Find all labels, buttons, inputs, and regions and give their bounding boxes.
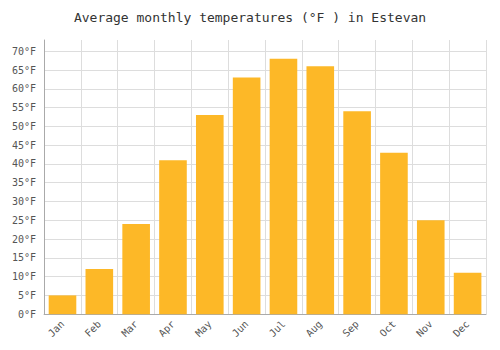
svg-text:0°F: 0°F: [18, 309, 36, 320]
svg-text:45°F: 45°F: [12, 140, 36, 151]
svg-text:35°F: 35°F: [12, 177, 36, 188]
svg-text:Nov: Nov: [414, 318, 435, 339]
svg-text:May: May: [193, 318, 214, 339]
svg-text:15°F: 15°F: [12, 252, 36, 263]
svg-text:70°F: 70°F: [12, 46, 36, 57]
svg-text:60°F: 60°F: [12, 83, 36, 94]
svg-text:Feb: Feb: [83, 318, 104, 339]
svg-text:Average monthly temperatures (: Average monthly temperatures (°F ) in Es…: [74, 10, 426, 25]
svg-text:Mar: Mar: [119, 318, 140, 339]
svg-text:Oct: Oct: [377, 318, 398, 339]
svg-text:10°F: 10°F: [12, 271, 36, 282]
svg-text:65°F: 65°F: [12, 65, 36, 76]
svg-text:5°F: 5°F: [18, 290, 36, 301]
svg-text:Sep: Sep: [340, 318, 361, 339]
svg-text:25°F: 25°F: [12, 215, 36, 226]
svg-text:50°F: 50°F: [12, 121, 36, 132]
svg-text:40°F: 40°F: [12, 158, 36, 169]
svg-text:Jul: Jul: [267, 318, 288, 339]
svg-text:30°F: 30°F: [12, 196, 36, 207]
svg-text:Aug: Aug: [304, 318, 325, 339]
svg-text:55°F: 55°F: [12, 102, 36, 113]
svg-text:Dec: Dec: [451, 318, 472, 339]
svg-text:Apr: Apr: [156, 318, 177, 339]
svg-text:Jan: Jan: [46, 318, 67, 339]
svg-text:Jun: Jun: [230, 318, 251, 339]
svg-text:20°F: 20°F: [12, 234, 36, 245]
